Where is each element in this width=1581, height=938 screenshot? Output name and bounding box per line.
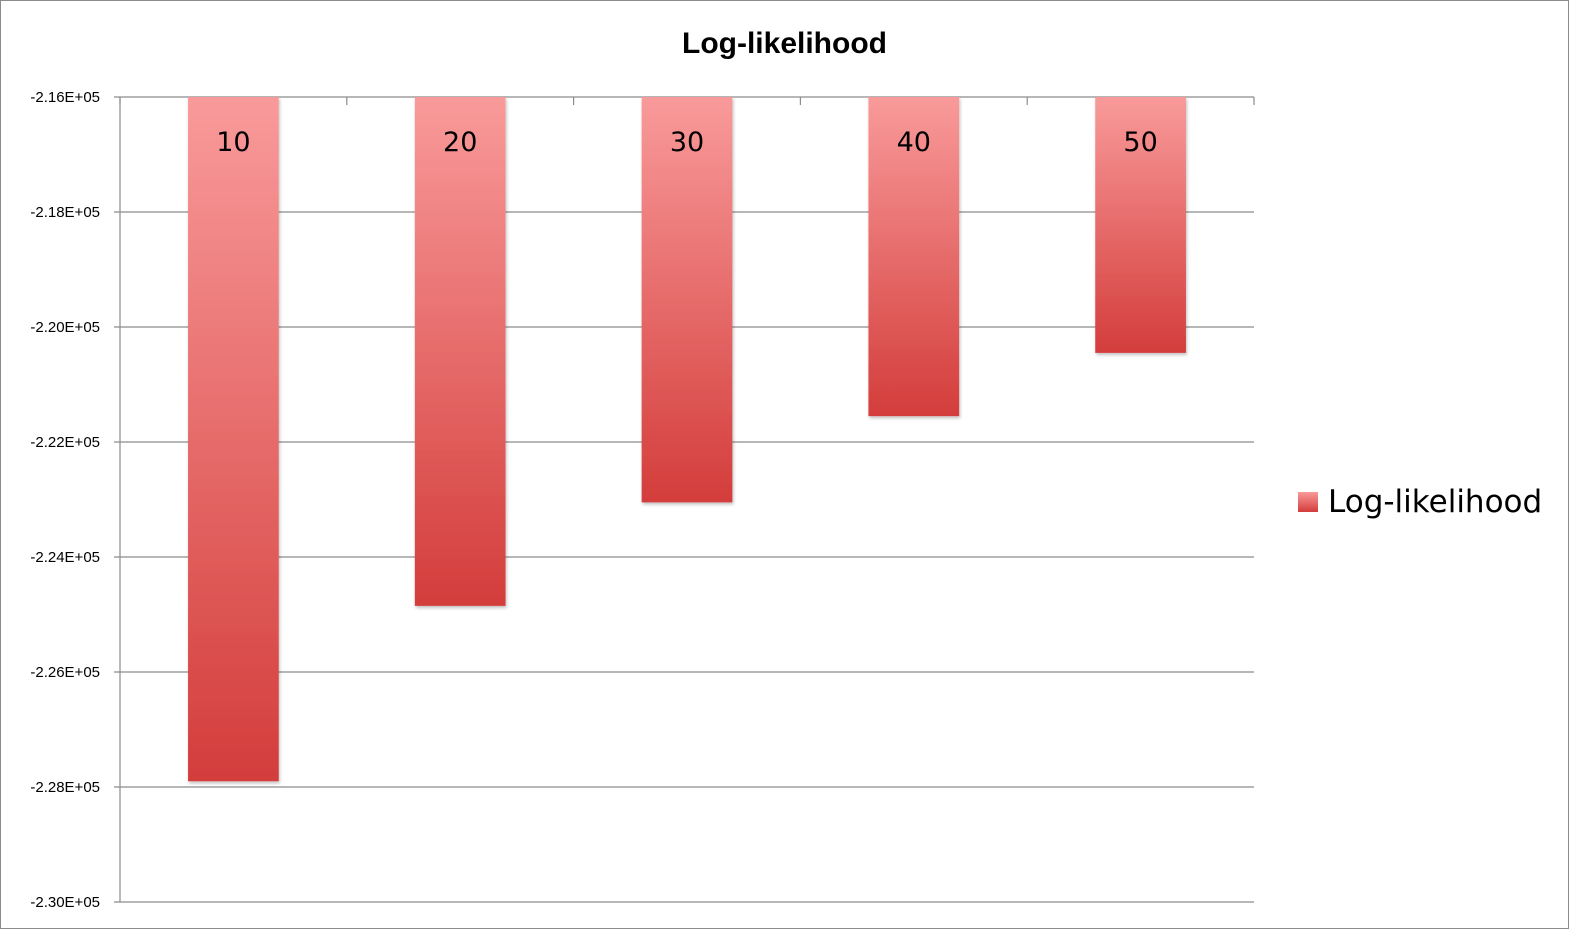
legend-swatch [1298,492,1318,512]
data-label: 30 [670,127,704,158]
y-tick-label: -2.20E+05 [30,319,100,336]
y-tick-label: -2.16E+05 [30,89,100,106]
y-tick-label: -2.30E+05 [30,894,100,911]
bar-30 [641,97,733,503]
bar-20 [414,97,506,606]
y-tick-label: -2.28E+05 [30,779,100,796]
chart-legend: Log-likelihood [1298,484,1542,520]
data-label: 10 [216,127,250,158]
bar-40 [868,97,960,417]
data-label: 50 [1123,127,1157,158]
legend-label: Log-likelihood [1328,484,1543,520]
data-label: 40 [897,127,931,158]
y-tick-label: -2.18E+05 [30,204,100,221]
data-label: 20 [443,127,477,158]
bar-50 [1095,97,1186,353]
y-tick-label: -2.26E+05 [30,664,100,681]
chart-title: Log-likelihood [682,27,887,60]
chart-plot: -2.16E+05 -2.18E+05 -2.20E+05 -2.22E+05 -2.2… [30,89,1255,911]
y-tick-label: -2.24E+05 [30,549,100,566]
bar-10 [188,97,279,782]
y-tick-label: -2.22E+05 [30,434,100,451]
